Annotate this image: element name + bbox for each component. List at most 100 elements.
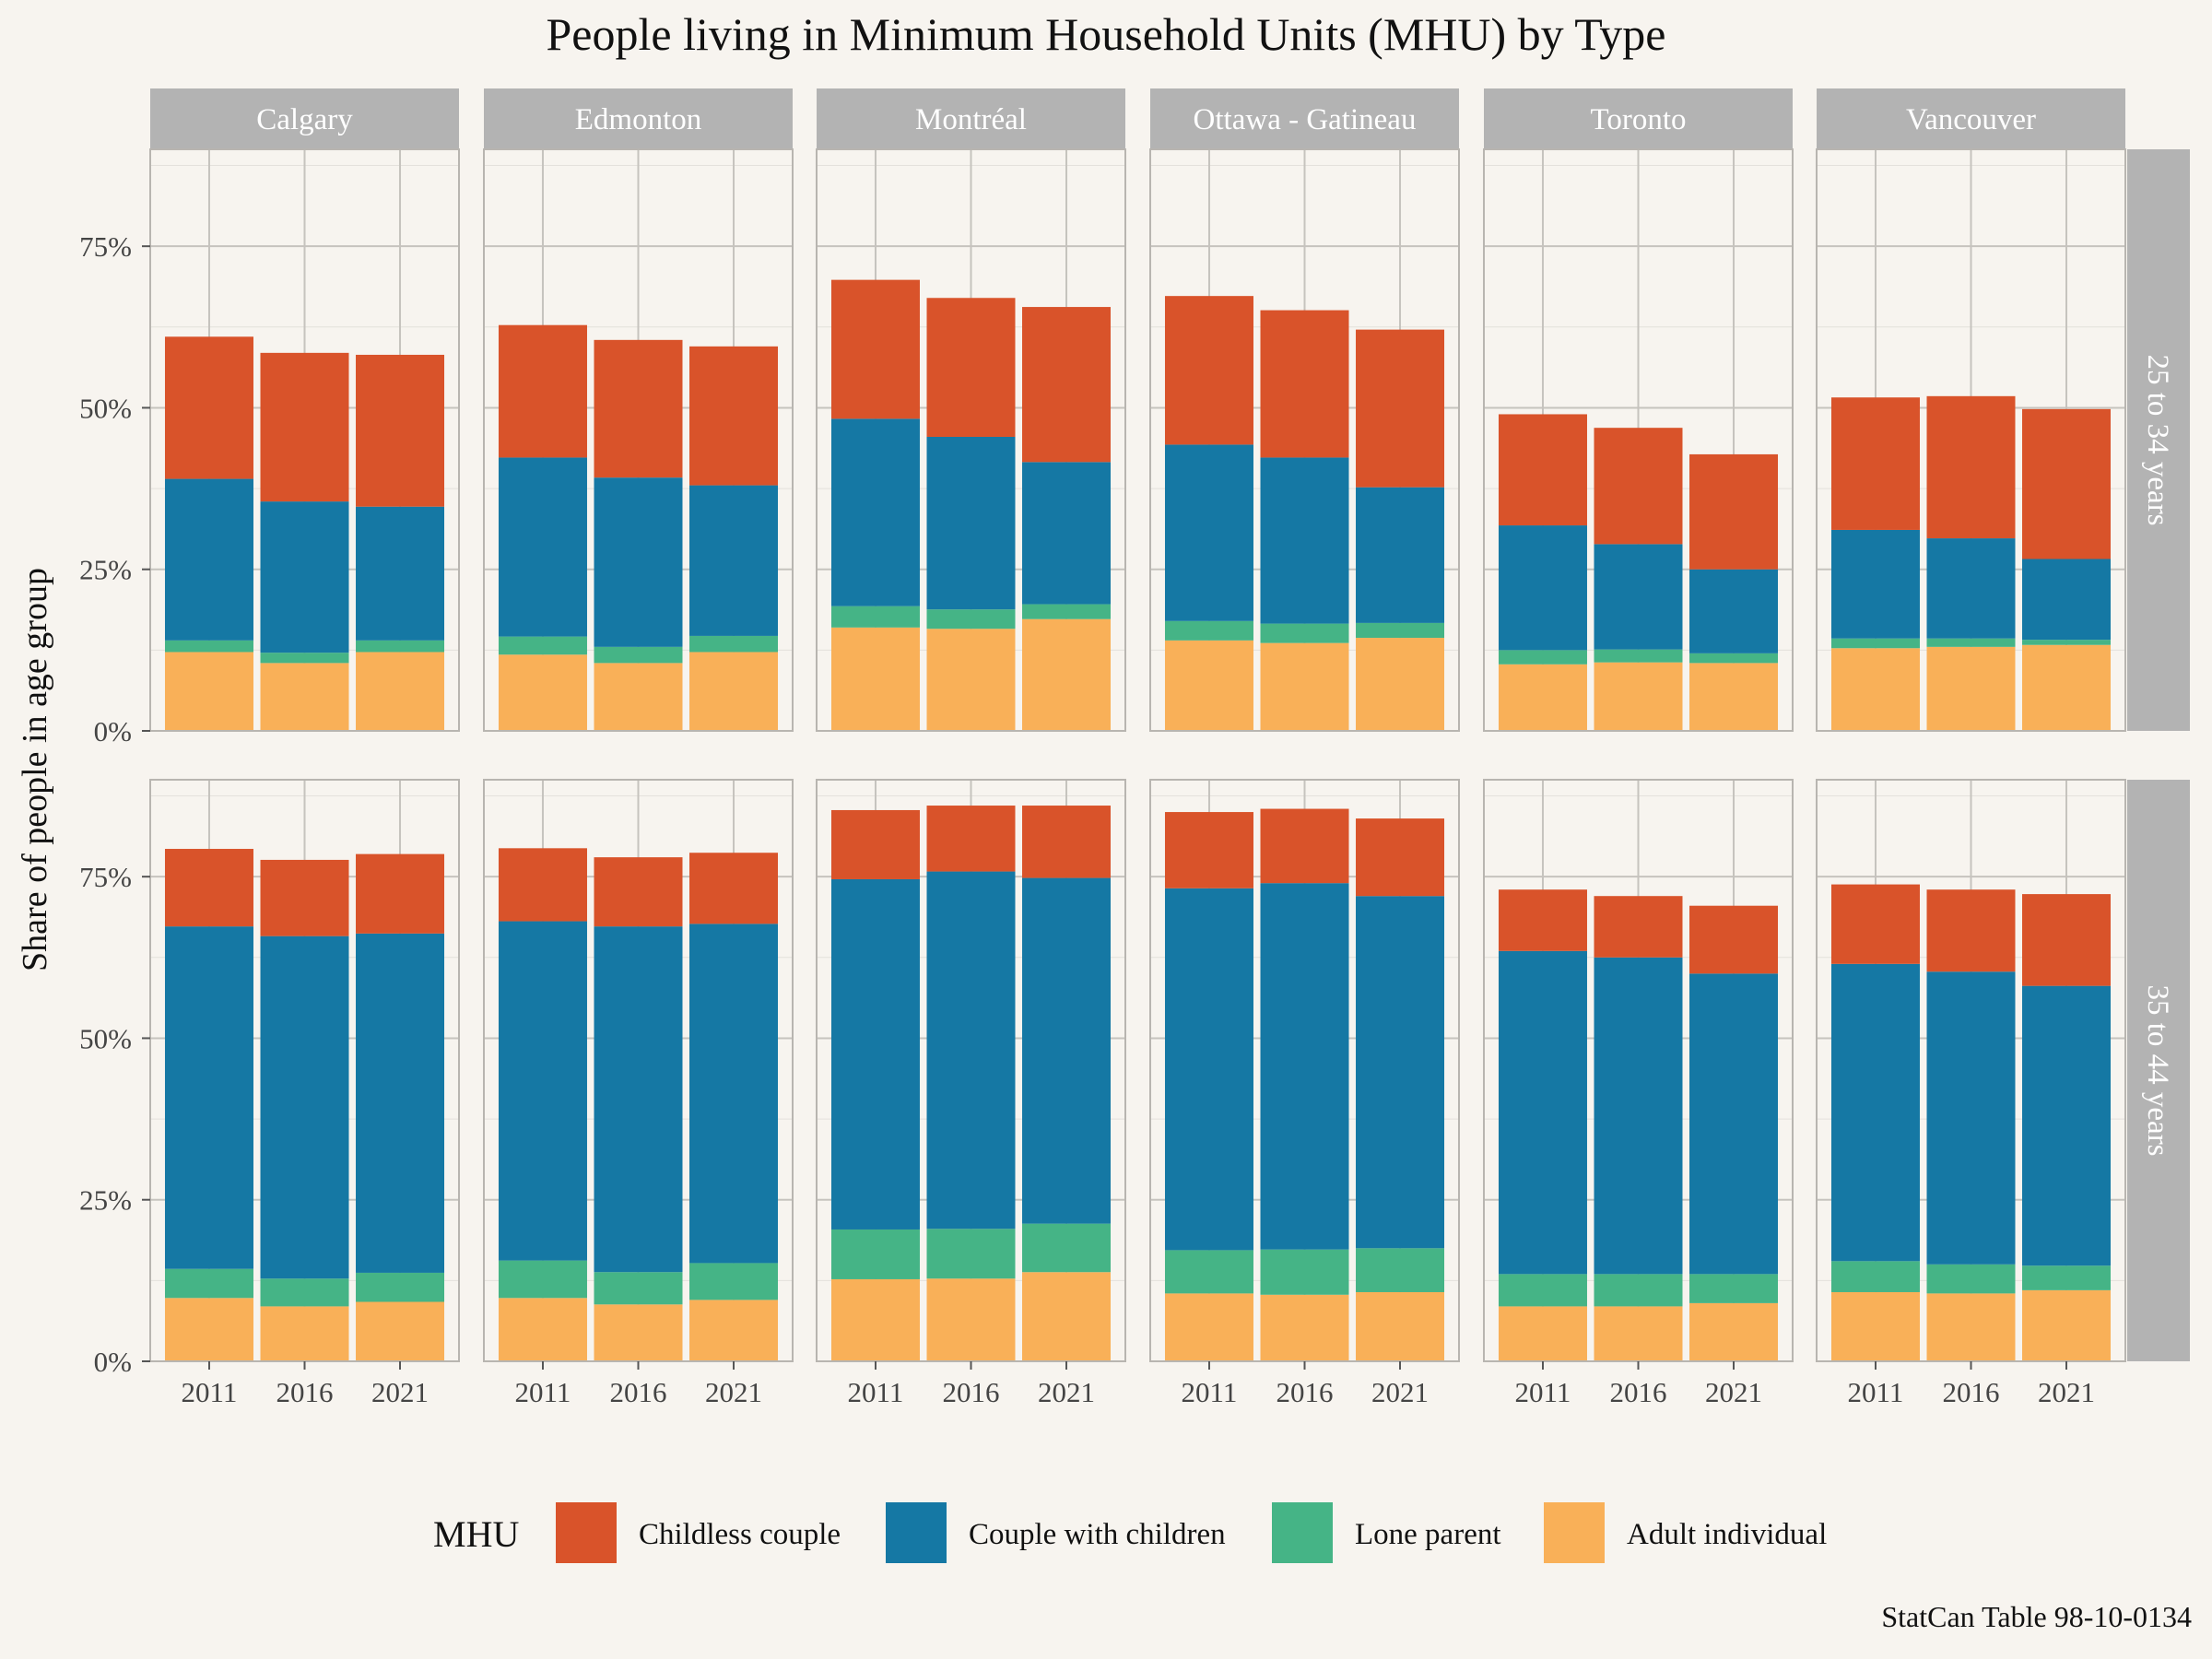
bar-segment-lone-parent [1926, 1264, 2016, 1294]
bar-segment-childless-couple [1830, 884, 1920, 964]
bar-segment-couple-with-children [1022, 877, 1112, 1224]
bar-segment-adult-individual [1498, 1306, 1587, 1361]
bar-segment-lone-parent [356, 640, 445, 653]
x-tick-label: 2011 [1182, 1376, 1238, 1408]
legend-item-childless-couple: Childless couple [556, 1502, 841, 1563]
bar-segment-childless-couple [1022, 806, 1112, 878]
bar-segment-lone-parent [594, 1272, 683, 1305]
legend-label: Lone parent [1355, 1518, 1501, 1551]
bar-segment-couple-with-children [1689, 569, 1779, 653]
bar-segment-childless-couple [1498, 414, 1587, 526]
bar-segment-childless-couple [1260, 310, 1349, 458]
bar-segment-couple-with-children [1356, 896, 1445, 1249]
legend-item-lone-parent: Lone parent [1272, 1502, 1501, 1563]
y-axis-25-to-34-years: 0% 25% 50% 75% [79, 230, 150, 747]
x-tick-label: 2016 [1610, 1376, 1667, 1408]
x-tick-label: 2016 [1943, 1376, 2000, 1408]
facet-strip-label: Edmonton [575, 103, 702, 136]
bar-segment-adult-individual [260, 1306, 349, 1361]
bar-2021 [2022, 408, 2112, 731]
x-tick-label: 2011 [848, 1376, 904, 1408]
bar-segment-adult-individual [1926, 1293, 2016, 1361]
bar-segment-adult-individual [689, 652, 779, 731]
bar-segment-childless-couple [1926, 889, 2016, 972]
bar-2016 [1926, 395, 2016, 731]
legend-label: Childless couple [639, 1518, 841, 1551]
bar-segment-childless-couple [1164, 812, 1253, 888]
bar-2021 [1356, 818, 1445, 1361]
bar-2011 [498, 848, 587, 1361]
bar-segment-lone-parent [164, 640, 253, 653]
bar-segment-lone-parent [1594, 1274, 1683, 1307]
bar-segment-couple-with-children [164, 926, 253, 1269]
y-tick-label: 25% [79, 1184, 132, 1217]
bar-2021 [1356, 329, 1445, 731]
panel-ottawa-gatineau-35-to-44-years: 2011 2016 2021 [1149, 779, 1460, 1408]
bar-segment-adult-individual [2022, 1289, 2112, 1361]
bar-segment-adult-individual [594, 663, 683, 731]
bar-segment-couple-with-children [1022, 462, 1112, 605]
facet-strip-background [1150, 88, 1459, 149]
bar-segment-childless-couple [1498, 889, 1587, 951]
facet-strip-25-to-34-years: 25 to 34 years [2127, 149, 2190, 731]
x-tick-label: 2011 [515, 1376, 571, 1408]
y-tick-label: 50% [79, 1022, 132, 1054]
bar-segment-couple-with-children [1164, 888, 1253, 1251]
facet-strip-edmonton: Edmonton [484, 88, 793, 149]
bar-segment-lone-parent [164, 1268, 253, 1299]
bar-segment-childless-couple [356, 853, 445, 934]
bar-segment-lone-parent [926, 1229, 1016, 1279]
bar-segment-couple-with-children [260, 501, 349, 653]
legend-label: Adult individual [1627, 1518, 1827, 1551]
panel-border [1483, 148, 1794, 732]
x-tick-label: 2016 [276, 1376, 334, 1408]
facet-strip-ottawa-gatineau: Ottawa - Gatineau [1150, 88, 1459, 149]
bar-segment-lone-parent [1594, 649, 1683, 663]
bar-segment-couple-with-children [1498, 950, 1587, 1275]
bar-2016 [926, 806, 1016, 1361]
bar-segment-childless-couple [1356, 818, 1445, 897]
x-tick-label: 2021 [371, 1376, 429, 1408]
bar-segment-childless-couple [260, 352, 349, 502]
legend-item-couple-with-children: Couple with children [886, 1502, 1226, 1563]
bar-segment-childless-couple [594, 339, 683, 478]
bar-segment-adult-individual [1022, 1272, 1112, 1361]
legend-swatch [886, 1502, 947, 1563]
facet-strip-montreal: Montréal [817, 88, 1125, 149]
panel-border [816, 148, 1126, 732]
bar-segment-childless-couple [689, 853, 779, 924]
bar-segment-childless-couple [260, 859, 349, 936]
bar-segment-lone-parent [689, 1263, 779, 1300]
x-tick-label: 2016 [610, 1376, 667, 1408]
facet-strip-label: 25 to 34 years [2141, 354, 2174, 525]
bar-segment-adult-individual [356, 1301, 445, 1361]
x-tick-label: 2021 [1371, 1376, 1429, 1408]
bar-2021 [356, 354, 445, 731]
legend-label: Couple with children [969, 1518, 1226, 1551]
panel-toronto-25-to-34-years [1483, 148, 1794, 732]
bar-segment-lone-parent [830, 1229, 920, 1279]
bar-segment-lone-parent [1830, 1261, 1920, 1292]
bar-2011 [830, 279, 920, 731]
bar-segment-childless-couple [164, 849, 253, 927]
facet-strip-background [817, 88, 1125, 149]
facet-strip-background [1817, 88, 2125, 149]
bar-segment-lone-parent [1022, 1223, 1112, 1273]
bar-segment-couple-with-children [1594, 957, 1683, 1275]
facet-strip-label: Toronto [1590, 103, 1686, 136]
bar-segment-couple-with-children [594, 926, 683, 1273]
bar-segment-couple-with-children [1356, 487, 1445, 623]
bar-segment-lone-parent [1830, 638, 1920, 649]
bar-segment-childless-couple [689, 346, 779, 486]
bar-segment-adult-individual [1260, 1294, 1349, 1361]
panel-toronto-35-to-44-years: 2011 2016 2021 [1483, 779, 1794, 1408]
bar-segment-childless-couple [1356, 329, 1445, 488]
bar-segment-childless-couple [1260, 808, 1349, 884]
bar-segment-adult-individual [2022, 644, 2112, 731]
bar-segment-adult-individual [164, 652, 253, 731]
bar-segment-adult-individual [926, 1278, 1016, 1361]
bar-segment-couple-with-children [1926, 538, 2016, 639]
bar-segment-lone-parent [689, 635, 779, 653]
bar-segment-lone-parent [1498, 650, 1587, 665]
